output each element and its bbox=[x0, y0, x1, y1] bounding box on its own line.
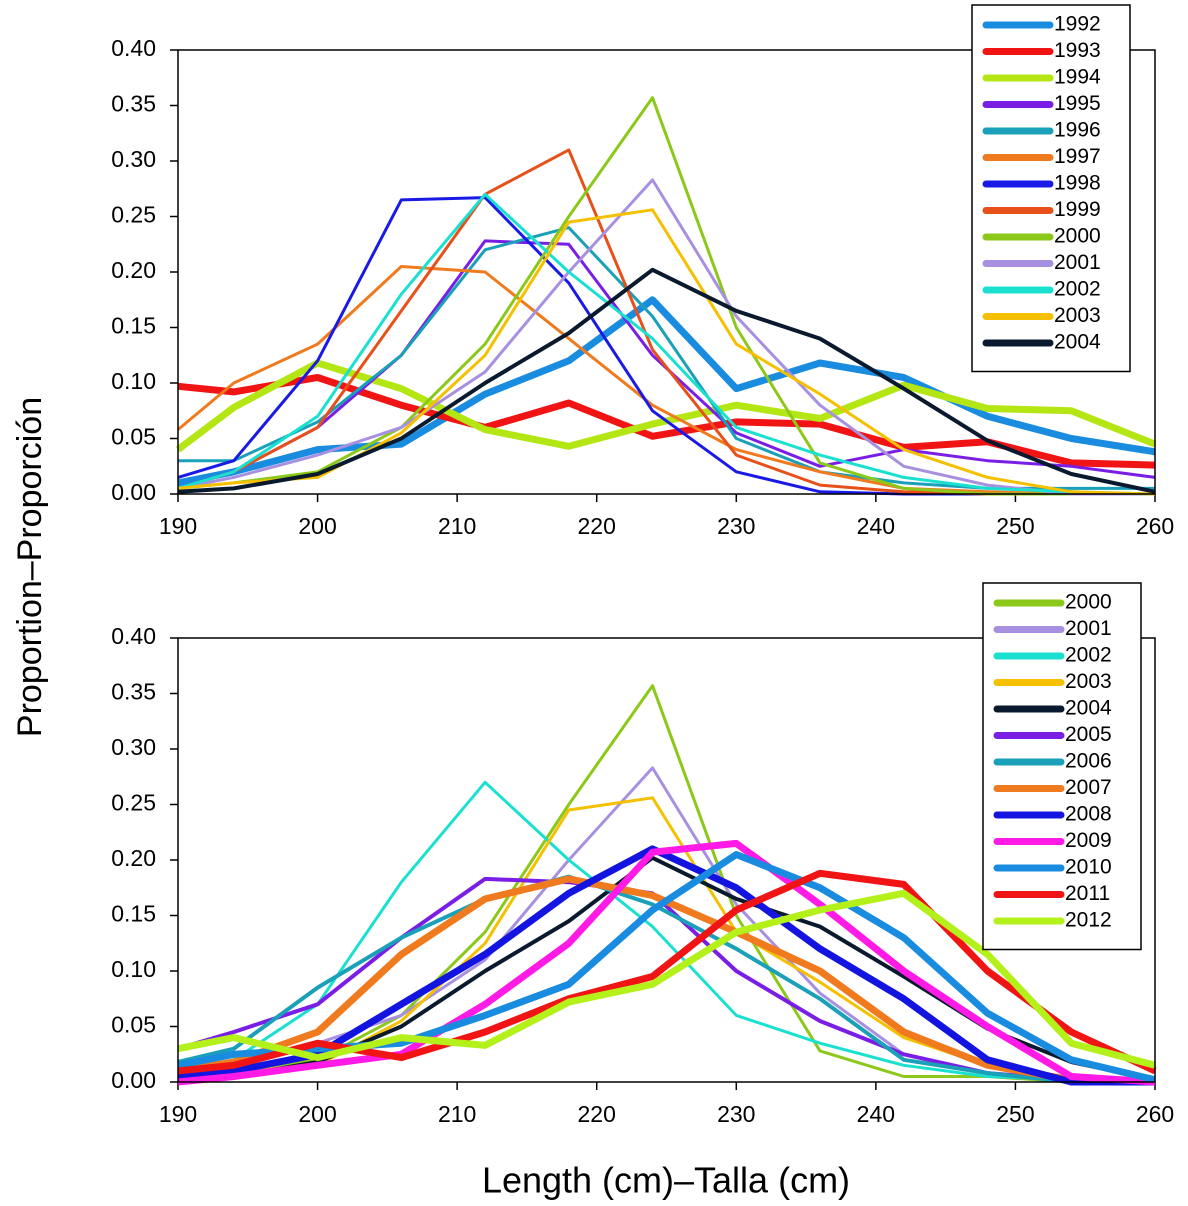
y-tick-label: 0.40 bbox=[111, 35, 156, 61]
legend-label: 1995 bbox=[1054, 92, 1101, 115]
x-axis-label: Length (cm)–Talla (cm) bbox=[482, 1160, 850, 1201]
legend-label: 1998 bbox=[1054, 172, 1101, 195]
legend-label: 2001 bbox=[1065, 617, 1112, 640]
legend-label: 2000 bbox=[1054, 225, 1101, 248]
series-line bbox=[177, 869, 1157, 1075]
y-tick-label: 0.00 bbox=[111, 479, 156, 505]
x-tick-label: 240 bbox=[857, 1101, 895, 1127]
series-line bbox=[177, 839, 1156, 1086]
y-tick-label: 0.10 bbox=[111, 368, 156, 394]
legend: 1992 1993 1994 1995 1996 1997 1998 1999 2000 2001… bbox=[971, 4, 1131, 373]
x-tick-label: 250 bbox=[996, 513, 1034, 539]
legend-label: 2002 bbox=[1054, 278, 1101, 301]
series-line bbox=[177, 875, 1156, 1086]
y-tick-label: 0.20 bbox=[111, 257, 156, 283]
series-line bbox=[177, 267, 1156, 494]
x-tick-label: 250 bbox=[996, 1101, 1034, 1127]
y-tick-label: 0.35 bbox=[111, 91, 156, 117]
x-tick-label: 190 bbox=[159, 1101, 197, 1127]
x-tick-label: 230 bbox=[717, 1101, 755, 1127]
legend-label: 2001 bbox=[1054, 251, 1101, 274]
legend-label: 2008 bbox=[1065, 803, 1112, 826]
y-tick-label: 0.15 bbox=[111, 901, 156, 927]
x-tick-label: 260 bbox=[1136, 513, 1174, 539]
y-tick-label: 0.15 bbox=[111, 313, 156, 339]
legend-label: 2004 bbox=[1065, 697, 1112, 720]
y-tick-label: 0.05 bbox=[111, 424, 156, 450]
legend-label: 1994 bbox=[1054, 66, 1101, 89]
x-tick-label: 190 bbox=[159, 513, 197, 539]
legend-label: 2012 bbox=[1065, 909, 1112, 932]
x-tick-label: 220 bbox=[578, 513, 616, 539]
y-tick-label: 0.20 bbox=[111, 845, 156, 871]
legend-box bbox=[971, 4, 1131, 373]
series-line bbox=[177, 192, 1156, 496]
legend-label: 2003 bbox=[1065, 670, 1112, 693]
x-tick-label: 230 bbox=[717, 513, 755, 539]
x-tick-label: 200 bbox=[298, 1101, 336, 1127]
y-tick-label: 0.35 bbox=[111, 679, 156, 705]
y-tick-label: 0.05 bbox=[111, 1012, 156, 1038]
x-tick-label: 220 bbox=[578, 1101, 616, 1127]
y-tick-label: 0.25 bbox=[111, 790, 156, 816]
y-tick-label: 0.30 bbox=[111, 734, 156, 760]
y-tick-label: 0.25 bbox=[111, 202, 156, 228]
y-axis-label: Proportion–Proporción bbox=[11, 397, 49, 737]
legend-label: 2003 bbox=[1054, 304, 1101, 327]
series-line bbox=[177, 208, 1156, 496]
series-line bbox=[177, 296, 1156, 487]
plot-frame bbox=[177, 49, 1156, 495]
x-tick-label: 210 bbox=[438, 513, 476, 539]
legend-label: 1993 bbox=[1054, 39, 1101, 62]
legend-box bbox=[982, 582, 1142, 951]
legend-label: 2006 bbox=[1065, 750, 1112, 773]
y-tick-label: 0.30 bbox=[111, 146, 156, 172]
series-line bbox=[177, 851, 1156, 1084]
legend-label: 2005 bbox=[1065, 723, 1112, 746]
x-tick-label: 260 bbox=[1136, 1101, 1174, 1127]
y-tick-label: 0.40 bbox=[111, 623, 156, 649]
legend-label: 2011 bbox=[1065, 882, 1110, 905]
legend-label: 1996 bbox=[1054, 119, 1101, 142]
legend-label: 2004 bbox=[1054, 331, 1101, 354]
plot-frame bbox=[177, 637, 1156, 1083]
legend-label: 2010 bbox=[1065, 856, 1112, 879]
y-tick-label: 0.00 bbox=[111, 1067, 156, 1093]
legend-label: 2007 bbox=[1065, 776, 1112, 799]
legend-label: 1992 bbox=[1054, 13, 1101, 36]
y-tick-label: 0.10 bbox=[111, 956, 156, 982]
legend-label: 1997 bbox=[1054, 145, 1101, 168]
legend-label: 1999 bbox=[1054, 198, 1101, 221]
x-tick-label: 200 bbox=[298, 513, 336, 539]
legend-label: 2009 bbox=[1065, 829, 1112, 852]
legend-label: 2002 bbox=[1065, 644, 1112, 667]
x-tick-label: 210 bbox=[438, 1101, 476, 1127]
series-line bbox=[177, 889, 1156, 1069]
series-line bbox=[177, 265, 1155, 496]
series-line bbox=[177, 178, 1155, 496]
legend-label: 2000 bbox=[1065, 591, 1112, 614]
legend: 2000 2001 2002 2003 2004 2005 2006 2007 2008 2009… bbox=[982, 582, 1142, 951]
x-tick-label: 240 bbox=[857, 513, 895, 539]
series-line bbox=[177, 874, 1155, 1084]
